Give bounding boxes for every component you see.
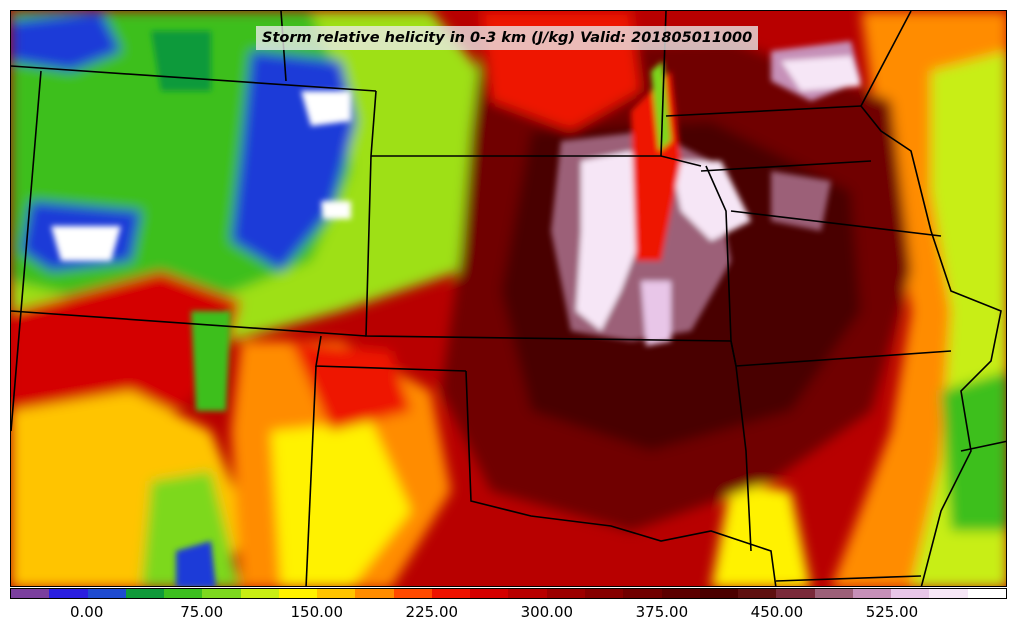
boundary-wy-east (370, 90, 377, 157)
colorbar-swatch (661, 589, 700, 598)
colorbar-tick-label: 0.00 (69, 603, 104, 621)
colorbar-tick-label: 375.00 (635, 603, 689, 621)
boundary-sd-nd (665, 105, 862, 117)
region-white-w2 (321, 201, 351, 219)
region-white-south (641, 281, 671, 346)
region-s-yellow (271, 421, 411, 586)
region-s-red (291, 341, 411, 431)
colorbar-swatch (508, 589, 547, 598)
boundary-ia-mo (730, 210, 942, 237)
colorbar-swatch (891, 589, 930, 598)
region-white-east (671, 161, 751, 241)
colorbar-swatch (164, 589, 203, 598)
field-highlights (51, 31, 861, 586)
colorbar-tick-label: 525.00 (865, 603, 919, 621)
region-green-sw (191, 311, 231, 411)
colorbar-swatch (393, 589, 432, 598)
region-e-green (941, 371, 1006, 531)
boundary-ia-north (700, 160, 872, 172)
boundary-wy-north (11, 65, 377, 92)
boundary-ar-south (775, 575, 922, 582)
colorbar-tick-label: 150.00 (290, 603, 344, 621)
region-white-w (51, 226, 121, 261)
map-title: Storm relative helicity in 0-3 km (J/kg)… (256, 26, 759, 50)
region-blue-sw (176, 541, 216, 586)
colorbar-tick-label: 300.00 (520, 603, 574, 621)
colorbar-swatch (87, 589, 126, 598)
map-panel: Storm relative helicity in 0-3 km (J/kg)… (10, 10, 1007, 587)
colorbar-swatch (317, 589, 356, 598)
boundary-mo-east (920, 230, 1002, 586)
colorbar-swatch (125, 589, 165, 598)
region-mauve-east (771, 171, 831, 231)
boundary-mn-north (860, 11, 912, 107)
colorbar-swatch (202, 589, 241, 598)
colorbar (10, 588, 1007, 599)
boundary-ok-east (730, 340, 752, 552)
colorbar-swatch (278, 589, 318, 598)
region-green-spine (651, 61, 671, 151)
region-sw-green (141, 471, 241, 586)
colorbar-swatch (584, 589, 624, 598)
boundary-nm-west (305, 365, 317, 586)
colorbar-swatch (814, 589, 853, 598)
boundary-ms-ar (960, 440, 1006, 452)
colorbar-swatch (240, 589, 279, 598)
colorbar-swatch (431, 589, 471, 598)
colorbar-swatch (852, 589, 892, 598)
colorbar-swatch (776, 589, 815, 598)
colorbar-swatch (967, 589, 1006, 598)
colorbar-swatch (49, 589, 88, 598)
boundary-ok-panhandle (465, 370, 777, 586)
region-white-ne (781, 56, 861, 91)
boundary-ut-co (11, 310, 367, 337)
colorbar-swatch (699, 589, 739, 598)
colorbar-swatch (546, 589, 585, 598)
region-green-nw (151, 31, 211, 91)
state-boundaries (11, 11, 1006, 586)
colorbar-swatch (623, 589, 662, 598)
region-nw-blue (11, 11, 121, 71)
helicity-field-map (11, 11, 1006, 586)
colorbar-swatch (11, 589, 50, 598)
region-white-band (576, 151, 651, 331)
colorbar-swatch (738, 589, 777, 598)
colorbar-swatch (929, 589, 968, 598)
boundary-mo-ar (735, 350, 952, 367)
colorbar-swatch (355, 589, 394, 598)
boundary-mn-east (860, 105, 932, 232)
region-se-yellow (711, 481, 811, 586)
colorbar-tick-label: 450.00 (750, 603, 804, 621)
region-white-nw (301, 91, 351, 126)
boundary-west-vertical (11, 70, 42, 432)
colorbar-tick-labels: 0.00 75.00 150.00 225.00 300.00 375.00 450.00 5… (10, 600, 1007, 630)
colorbar-tick-label: 75.00 (180, 603, 224, 621)
colorbar-tick-label: 225.00 (405, 603, 459, 621)
colorbar-swatch (470, 589, 509, 598)
